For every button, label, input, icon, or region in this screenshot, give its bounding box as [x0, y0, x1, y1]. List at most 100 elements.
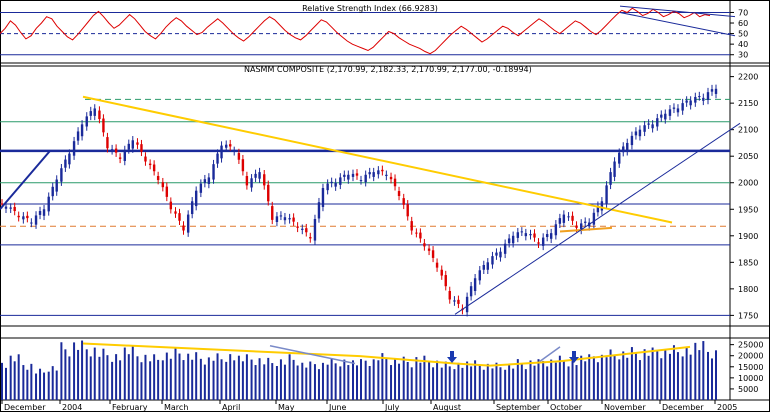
candle-body	[605, 185, 608, 204]
candle-body	[389, 176, 393, 180]
candle-body	[9, 207, 12, 209]
candle-body	[571, 215, 574, 221]
x-tick-label: July	[384, 403, 400, 412]
candle-body	[4, 206, 8, 209]
candle-body	[622, 146, 625, 153]
candle-body	[51, 186, 54, 197]
candle-body	[478, 270, 481, 281]
candle-body	[520, 231, 524, 233]
candle-body	[347, 174, 350, 180]
candle-body	[364, 174, 367, 183]
candle-body	[647, 123, 650, 125]
candle-body	[482, 264, 485, 270]
x-tick-label: December	[4, 403, 46, 412]
candle-body	[499, 251, 502, 258]
price-header: NASMM COMPOSITE (2,170.99, 2,182.33, 2,1…	[244, 65, 532, 74]
candle-body	[575, 225, 578, 228]
candle-body	[457, 299, 460, 304]
candle-body	[237, 153, 241, 160]
candle-body	[30, 222, 33, 224]
candle-body	[127, 143, 130, 150]
candle-body	[600, 201, 604, 211]
candle-body	[486, 262, 489, 270]
rsi-title: Relative Strength Index (66.9283)	[302, 4, 438, 13]
candle-body	[186, 214, 190, 233]
candle-body	[17, 215, 20, 218]
candle-body	[706, 92, 710, 100]
candle-body	[524, 233, 528, 237]
price-tick-label: 1750	[738, 311, 758, 320]
candle-body	[533, 233, 536, 238]
candle-body	[212, 164, 215, 180]
x-tick-label: April	[222, 403, 240, 412]
price-tick-label: 1800	[738, 285, 758, 294]
candle-body	[618, 152, 621, 164]
candle-body	[123, 150, 126, 161]
candle-body	[465, 296, 469, 313]
candle-body	[339, 177, 342, 185]
candle-body	[106, 137, 109, 149]
candle-body	[698, 96, 701, 98]
candle-body	[694, 96, 697, 103]
candle-body	[144, 156, 147, 162]
candle-body	[136, 142, 139, 145]
candle-body	[216, 153, 219, 164]
candle-body	[194, 190, 198, 207]
candle-body	[410, 221, 413, 231]
orange-support-line	[559, 226, 613, 233]
candle-body	[681, 103, 684, 111]
volume-tick-label: 25000	[738, 341, 763, 350]
candle-body	[279, 215, 283, 217]
candle-body	[98, 110, 101, 120]
candle-body	[448, 290, 451, 300]
candle-body	[326, 183, 329, 191]
candle-body	[397, 191, 401, 196]
rsi-upper-trendline	[619, 5, 736, 18]
rsi-line	[0, 7, 711, 55]
candle-body	[114, 148, 118, 153]
candle-body	[503, 243, 507, 254]
candle-body	[427, 248, 431, 251]
candle-body	[406, 204, 409, 217]
volume-tick-label: 10000	[738, 374, 763, 383]
candle-body	[685, 100, 688, 103]
candle-body	[537, 242, 540, 244]
candle-body	[714, 88, 718, 94]
candle-body	[38, 211, 42, 215]
price-tick-label: 1950	[738, 205, 758, 214]
candle-body	[507, 238, 511, 244]
candle-body	[580, 223, 583, 230]
candle-body	[207, 177, 211, 184]
candle-body	[567, 216, 570, 218]
candle-body	[72, 141, 76, 156]
candle-body	[554, 224, 558, 236]
x-tick-label: May	[278, 403, 295, 412]
candle-body	[664, 113, 667, 120]
candle-body	[283, 217, 287, 221]
volume-tick-label: 15000	[738, 363, 763, 372]
candle-body	[393, 178, 397, 187]
candle-body	[643, 125, 646, 132]
rsi-tick-label: 30	[738, 51, 748, 60]
candle-body	[118, 157, 122, 159]
price-tick-label: 1900	[738, 232, 758, 241]
candle-body	[13, 206, 16, 212]
candle-body	[305, 228, 308, 233]
candle-body	[267, 184, 270, 202]
x-axis: December 2004 February March April May June Jul…	[1, 400, 737, 412]
candle-body	[156, 176, 160, 181]
candle-body	[225, 144, 228, 148]
candle-body	[511, 235, 515, 244]
candle-body	[199, 183, 203, 193]
candle-body	[263, 174, 266, 186]
candle-body	[630, 135, 634, 146]
candle-body	[178, 213, 181, 221]
candle-body	[309, 237, 312, 239]
candle-body	[0, 203, 4, 205]
candle-body	[473, 278, 477, 291]
candle-body	[672, 107, 676, 109]
candle-body	[89, 111, 92, 116]
price-tick-label: 2200	[738, 73, 758, 82]
volume-secondary-trend-2	[539, 346, 561, 362]
price-tick-label: 2000	[738, 179, 758, 188]
